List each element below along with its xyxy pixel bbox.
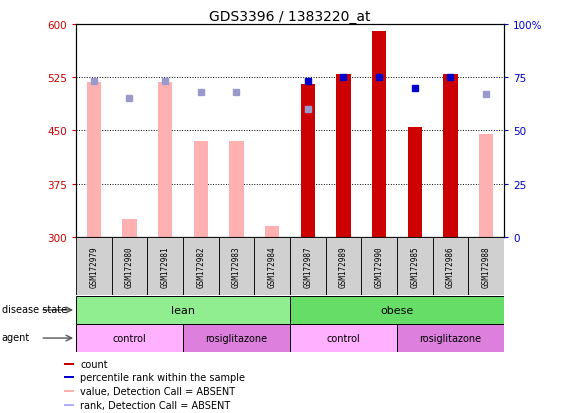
Text: GSM172983: GSM172983	[232, 246, 241, 287]
Text: GSM172990: GSM172990	[374, 246, 383, 287]
Text: count: count	[80, 359, 108, 369]
Bar	[265, 227, 279, 237]
Text: lean: lean	[171, 305, 195, 315]
Bar	[76, 324, 183, 352]
Bar	[183, 324, 290, 352]
Text: control: control	[113, 333, 146, 343]
Bar	[468, 237, 504, 295]
Bar	[397, 237, 432, 295]
Title: GDS3396 / 1383220_at: GDS3396 / 1383220_at	[209, 10, 370, 24]
Text: GSM172982: GSM172982	[196, 246, 205, 287]
Text: rosiglitazone: rosiglitazone	[205, 333, 267, 343]
Bar	[64, 376, 74, 378]
Bar	[122, 220, 137, 237]
Text: GSM172988: GSM172988	[481, 246, 490, 287]
Text: value, Detection Call = ABSENT: value, Detection Call = ABSENT	[80, 386, 235, 396]
Text: control: control	[327, 333, 360, 343]
Text: rank, Detection Call = ABSENT: rank, Detection Call = ABSENT	[80, 400, 230, 410]
Text: GSM172989: GSM172989	[339, 246, 348, 287]
Bar	[301, 85, 315, 237]
Text: GSM172980: GSM172980	[125, 246, 134, 287]
Bar	[443, 74, 458, 237]
Bar	[432, 237, 468, 295]
Bar	[336, 74, 351, 237]
Bar	[76, 296, 290, 324]
Text: GSM172984: GSM172984	[267, 246, 276, 287]
Text: obese: obese	[380, 305, 414, 315]
Bar	[64, 363, 74, 365]
Bar	[183, 237, 218, 295]
Text: GSM172985: GSM172985	[410, 246, 419, 287]
Bar	[372, 32, 386, 237]
Bar	[64, 390, 74, 392]
Bar	[76, 237, 111, 295]
Text: agent: agent	[2, 332, 30, 342]
Bar	[194, 142, 208, 237]
Bar	[397, 324, 504, 352]
Text: GSM172986: GSM172986	[446, 246, 455, 287]
Bar	[158, 83, 172, 237]
Text: disease state: disease state	[2, 305, 67, 315]
Text: GSM172987: GSM172987	[303, 246, 312, 287]
Text: GSM172981: GSM172981	[160, 246, 169, 287]
Text: rosiglitazone: rosiglitazone	[419, 333, 481, 343]
Bar	[111, 237, 148, 295]
Bar	[479, 135, 493, 237]
Bar	[361, 237, 397, 295]
Bar	[64, 404, 74, 406]
Bar	[325, 237, 361, 295]
Bar	[229, 142, 244, 237]
Bar	[290, 237, 325, 295]
Bar	[148, 237, 183, 295]
Bar	[87, 83, 101, 237]
Bar	[254, 237, 290, 295]
Bar	[408, 128, 422, 237]
Bar	[218, 237, 254, 295]
Bar	[290, 324, 397, 352]
Text: GSM172979: GSM172979	[90, 246, 99, 287]
Text: percentile rank within the sample: percentile rank within the sample	[80, 372, 245, 382]
Bar	[290, 296, 504, 324]
